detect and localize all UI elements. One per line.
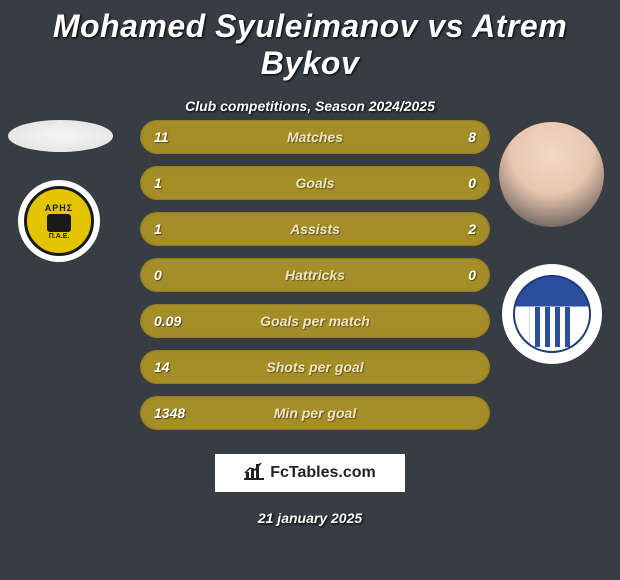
fctables-label: FcTables.com — [270, 464, 376, 482]
stats-container: 11 Matches 8 1 Goals 0 1 Assists 2 0 Hat… — [140, 120, 490, 442]
player2-photo — [499, 122, 604, 227]
stat-left-value: 11 — [154, 129, 169, 145]
stat-left-value: 1 — [154, 175, 162, 191]
club1-text-bottom: Π.Α.Ε. — [49, 233, 70, 240]
stat-label: Min per goal — [140, 405, 490, 421]
stat-left-value: 1 — [154, 221, 162, 237]
stat-right-value: 2 — [468, 221, 476, 237]
stat-label: Matches — [140, 129, 490, 145]
stat-row: 0.09 Goals per match — [140, 304, 490, 338]
page-title: Mohamed Syuleimanov vs Atrem Bykov — [0, 0, 620, 82]
club2-badge-inner: Π.Α.Σ ΛΑΜΙΑ — [513, 275, 591, 353]
stat-right-value: 8 — [468, 129, 476, 145]
date-label: 21 january 2025 — [0, 510, 620, 526]
stat-label: Goals per match — [140, 313, 490, 329]
stat-row: 1348 Min per goal — [140, 396, 490, 430]
stat-left-value: 0.09 — [154, 313, 181, 329]
club1-text-top: ΑΡΗΣ — [45, 203, 73, 213]
stat-right-value: 0 — [468, 175, 476, 191]
stat-row: 1 Assists 2 — [140, 212, 490, 246]
stat-left-value: 0 — [154, 267, 162, 283]
stat-row: 1 Goals 0 — [140, 166, 490, 200]
comparison-card: Mohamed Syuleimanov vs Atrem Bykov Club … — [0, 0, 620, 580]
stat-row: 0 Hattricks 0 — [140, 258, 490, 292]
stat-right-value: 0 — [468, 267, 476, 283]
stat-left-value: 1348 — [154, 405, 185, 421]
chart-icon — [244, 462, 264, 485]
club2-badge: Π.Α.Σ ΛΑΜΙΑ — [502, 264, 602, 364]
club1-figure — [47, 214, 71, 232]
club1-badge-inner: ΑΡΗΣ Π.Α.Ε. — [24, 186, 94, 256]
stat-label: Assists — [140, 221, 490, 237]
stat-row: 11 Matches 8 — [140, 120, 490, 154]
player1-photo — [8, 120, 113, 152]
page-subtitle: Club competitions, Season 2024/2025 — [0, 98, 620, 114]
stat-row: 14 Shots per goal — [140, 350, 490, 384]
stat-label: Shots per goal — [140, 359, 490, 375]
stat-left-value: 14 — [154, 359, 170, 375]
club1-badge: ΑΡΗΣ Π.Α.Ε. — [18, 180, 100, 262]
stat-label: Goals — [140, 175, 490, 191]
stat-label: Hattricks — [140, 267, 490, 283]
fctables-badge: FcTables.com — [215, 454, 405, 492]
